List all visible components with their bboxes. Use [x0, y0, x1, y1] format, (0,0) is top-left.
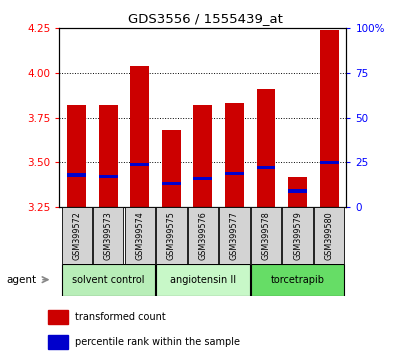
Bar [313, 207, 344, 264]
Text: percentile rank within the sample: percentile rank within the sample [75, 337, 240, 347]
Text: GSM399579: GSM399579 [292, 211, 301, 260]
Bar [156, 207, 186, 264]
Bar [319, 161, 338, 164]
Bar [250, 207, 281, 264]
Bar [193, 105, 212, 207]
Text: angiotensin II: angiotensin II [169, 275, 236, 285]
Text: GSM399572: GSM399572 [72, 211, 81, 260]
Text: GSM399574: GSM399574 [135, 211, 144, 260]
Text: transformed count: transformed count [75, 312, 166, 322]
Text: torcetrapib: torcetrapib [270, 275, 324, 285]
Text: GSM399578: GSM399578 [261, 211, 270, 260]
Text: GSM399580: GSM399580 [324, 211, 333, 260]
Text: GSM399575: GSM399575 [166, 211, 175, 260]
Bar [256, 89, 275, 207]
Text: GDS3556 / 1555439_at: GDS3556 / 1555439_at [127, 12, 282, 25]
Bar [282, 207, 312, 264]
Bar [225, 103, 243, 207]
Bar [319, 30, 338, 207]
Bar [67, 105, 86, 207]
Bar [67, 173, 86, 177]
Text: GSM399573: GSM399573 [103, 211, 112, 260]
Bar [250, 264, 344, 296]
Bar [156, 264, 249, 296]
Bar [124, 207, 155, 264]
Bar [187, 207, 218, 264]
Bar [219, 207, 249, 264]
Bar [162, 182, 180, 185]
Text: GSM399576: GSM399576 [198, 211, 207, 260]
Text: GSM399577: GSM399577 [229, 211, 238, 260]
Bar [162, 130, 180, 207]
Bar [130, 66, 149, 207]
Bar [48, 310, 68, 324]
Bar [225, 172, 243, 175]
Bar [99, 105, 117, 207]
Bar [288, 177, 306, 207]
Bar [130, 162, 149, 166]
Bar [99, 175, 117, 178]
Text: agent: agent [6, 275, 36, 285]
Bar [93, 207, 123, 264]
Bar [48, 335, 68, 349]
Bar [193, 177, 212, 180]
Bar [256, 166, 275, 169]
Bar [288, 189, 306, 193]
Bar [61, 264, 155, 296]
Text: solvent control: solvent control [72, 275, 144, 285]
Bar [61, 207, 92, 264]
